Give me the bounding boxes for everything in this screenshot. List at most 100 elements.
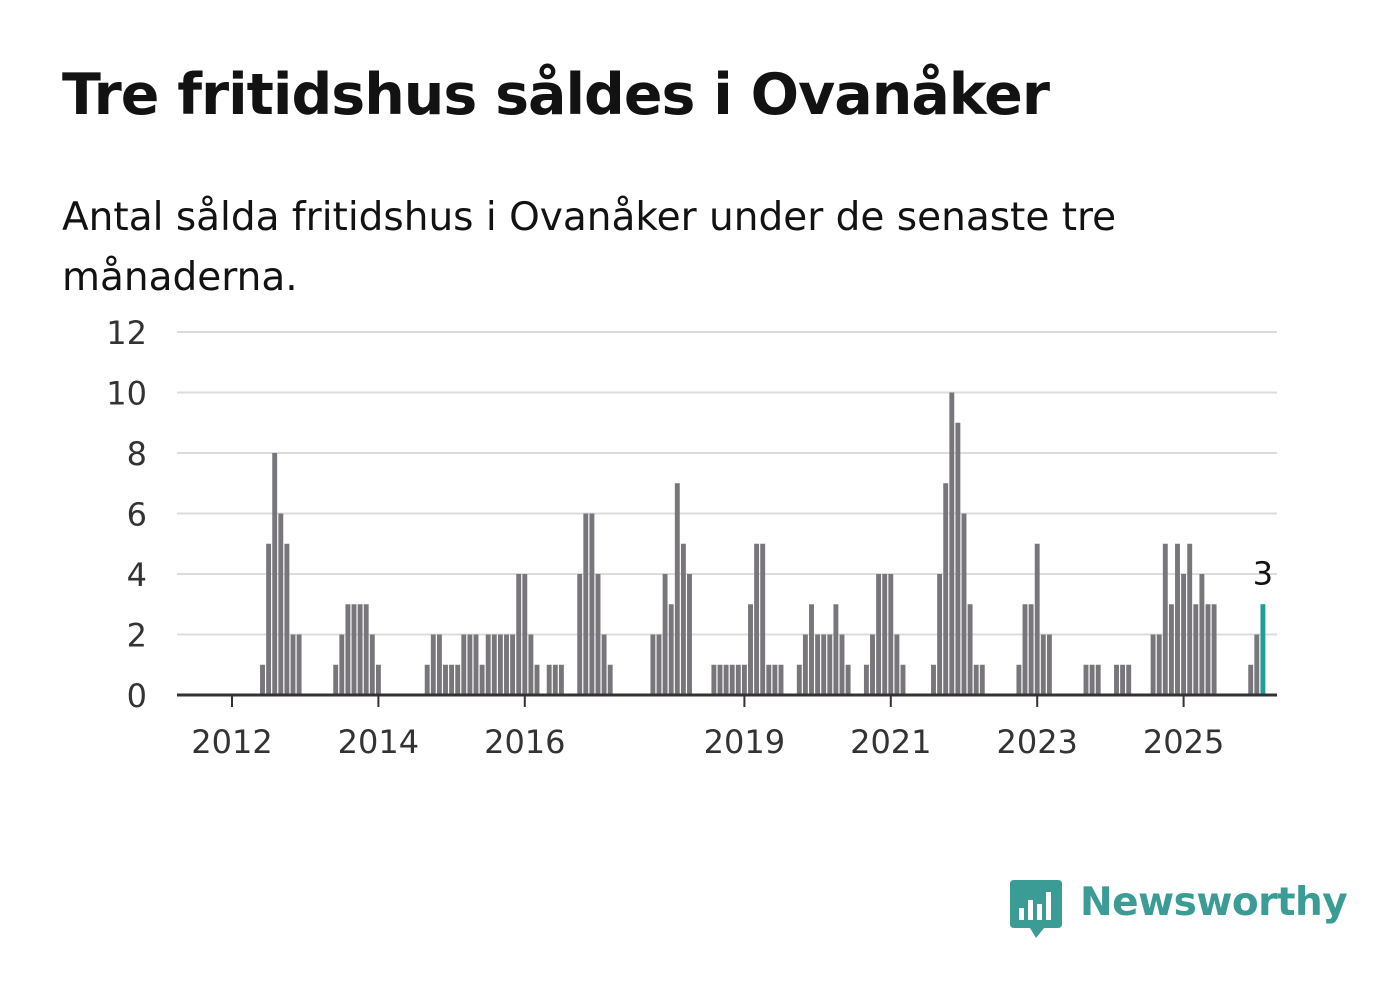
- bar: [467, 634, 473, 695]
- bar: [1089, 664, 1095, 695]
- bar: [436, 634, 442, 695]
- bar: [1162, 543, 1168, 695]
- bar: [1199, 574, 1205, 695]
- bar: [424, 664, 430, 695]
- bar: [845, 664, 851, 695]
- bar: [778, 664, 784, 695]
- bar: [284, 543, 290, 695]
- bar: [290, 634, 296, 695]
- bar: [552, 664, 558, 695]
- bar: [973, 664, 979, 695]
- bar: [723, 664, 729, 695]
- bar: [900, 664, 906, 695]
- bar: [1095, 664, 1101, 695]
- bar: [272, 453, 278, 695]
- bar: [1120, 664, 1126, 695]
- bar: [260, 664, 265, 695]
- bar: [809, 604, 814, 695]
- bar: [1126, 664, 1132, 695]
- bar: [894, 634, 900, 695]
- bar: [1187, 543, 1193, 695]
- bar: [485, 634, 491, 695]
- bar: [662, 574, 668, 695]
- bar: [735, 664, 741, 695]
- y-tick-label: 10: [106, 375, 147, 413]
- bar: [961, 513, 967, 695]
- chart-title: Tre fritidshus såldes i Ovanåker: [62, 62, 1050, 128]
- x-tick-label: 2023: [996, 723, 1077, 761]
- bar: [1254, 634, 1260, 695]
- bar: [522, 574, 528, 695]
- bar: [497, 634, 503, 695]
- bar: [772, 664, 778, 695]
- bar: [333, 664, 339, 695]
- bar: [748, 604, 753, 695]
- bar: [943, 483, 949, 695]
- bar: [461, 634, 467, 695]
- bar-chart-speech-bubble-icon: [1010, 880, 1062, 938]
- bar: [516, 574, 522, 695]
- bar: [375, 664, 381, 695]
- bar: [577, 574, 583, 695]
- x-tick-label: 2021: [850, 723, 931, 761]
- bar: [937, 574, 943, 695]
- bar: [473, 634, 479, 695]
- y-tick-label: 8: [127, 435, 147, 473]
- bar: [558, 664, 564, 695]
- bar: [1175, 543, 1180, 695]
- bar: [668, 604, 674, 695]
- bar: [955, 422, 961, 695]
- bar: [729, 664, 735, 695]
- bar: [1193, 604, 1199, 695]
- bar: [607, 664, 613, 695]
- x-tick-label: 2012: [191, 723, 272, 761]
- bar: [430, 634, 436, 695]
- y-tick-label: 6: [127, 496, 147, 534]
- bar: [528, 634, 534, 695]
- bar: [1248, 664, 1254, 695]
- bar: [345, 604, 351, 695]
- bar: [650, 634, 656, 695]
- y-tick-label: 2: [127, 617, 147, 655]
- bar: [491, 634, 497, 695]
- bar: [821, 634, 827, 695]
- bar: [1181, 574, 1187, 695]
- highlight-value-label: 3: [1253, 554, 1273, 592]
- bar: [674, 483, 680, 695]
- bar: [1211, 604, 1217, 695]
- bar: [717, 664, 723, 695]
- chart-subtitle: Antal sålda fritidshus i Ovanåker under …: [62, 195, 1117, 300]
- bar: [534, 664, 540, 695]
- bar: [296, 634, 302, 695]
- bar: [815, 634, 821, 695]
- bar: [1205, 604, 1211, 695]
- bar: [595, 574, 601, 695]
- bar: [278, 513, 284, 695]
- bar: [1156, 634, 1162, 695]
- bar: [455, 664, 461, 695]
- bar: [931, 664, 936, 695]
- bar: [351, 604, 357, 695]
- bar: [1016, 664, 1022, 695]
- brand-name: Newsworthy: [1080, 880, 1348, 925]
- highlighted-bar: [1260, 604, 1266, 695]
- bar: [876, 574, 882, 695]
- bar: [802, 634, 808, 695]
- bar: [967, 604, 973, 695]
- bar: [1114, 664, 1119, 695]
- bar: [1083, 664, 1089, 695]
- bar: [949, 392, 955, 695]
- bar: [1028, 604, 1034, 695]
- bar: [1034, 543, 1040, 695]
- bar: [839, 634, 845, 695]
- bar: [888, 574, 894, 695]
- bar: [796, 664, 802, 695]
- bar: [546, 664, 552, 695]
- bar: [449, 664, 455, 695]
- x-tick-label: 2025: [1143, 723, 1224, 761]
- bar: [760, 543, 766, 695]
- newsworthy-logo: Newsworthy: [1010, 878, 1348, 942]
- bar: [266, 543, 272, 695]
- bar: [754, 543, 760, 695]
- bar: [369, 634, 375, 695]
